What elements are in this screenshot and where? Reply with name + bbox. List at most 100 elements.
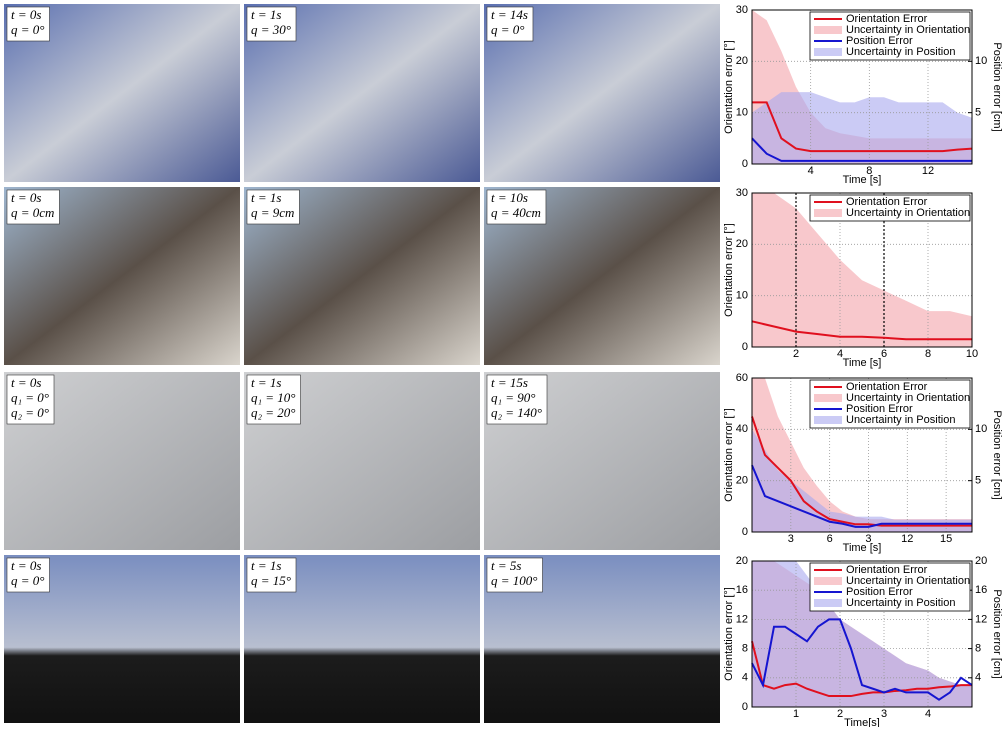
x-tick-label: 12 (901, 533, 913, 545)
y2-tick-label: 10 (975, 55, 987, 67)
x-tick-label: 8 (925, 348, 931, 360)
caption-line: q = 30° (251, 22, 291, 37)
caption-line: q₂ = 0° (11, 405, 49, 420)
figure: t = 0sq = 0°t = 1sq = 30°t = 14sq = 0°t … (0, 0, 1004, 727)
y-tick-label: 40 (736, 423, 748, 435)
y-tick-label: 20 (736, 55, 748, 67)
caption-line: t = 1s (251, 7, 281, 22)
y-tick-label: 60 (736, 372, 748, 384)
y-tick-label: 0 (742, 526, 748, 538)
legend-label: Uncertainty in Position (846, 597, 955, 609)
uncertainty-band (752, 92, 972, 164)
caption-line: t = 0s (11, 190, 41, 205)
x-tick-label: 3 (788, 533, 794, 545)
caption-line: t = 0s (11, 7, 41, 22)
caption-line: q = 15° (251, 573, 291, 588)
legend-swatch (814, 394, 842, 402)
x-axis-label: Time [s] (843, 174, 882, 186)
y-tick-label: 12 (736, 613, 748, 625)
x-tick-label: 6 (827, 533, 833, 545)
y-axis-label: Orientation error [°] (723, 223, 735, 317)
y2-tick-label: 5 (975, 107, 981, 119)
y-tick-label: 0 (742, 158, 748, 170)
y-tick-label: 20 (736, 555, 748, 567)
legend-label: Uncertainty in Orientation (846, 207, 970, 219)
caption: t = 5sq = 100° (487, 558, 542, 592)
caption-line: q = 40cm (491, 205, 541, 220)
legend-swatch (814, 26, 842, 34)
caption: t = 0sq = 0° (7, 558, 49, 592)
x-axis-label: Time [s] (843, 357, 882, 369)
y2-axis-label: Position error [cm] (991, 42, 1003, 131)
caption-line: q = 9cm (251, 205, 294, 220)
y-tick-label: 20 (736, 475, 748, 487)
legend-swatch (814, 209, 842, 217)
y2-tick-label: 8 (975, 643, 981, 655)
caption-line: t = 0s (11, 558, 41, 573)
caption: t = 1sq = 9cm (247, 190, 299, 224)
x-tick-label: 6 (881, 348, 887, 360)
caption-line: q₁ = 0° (11, 390, 49, 405)
y2-axis-label: Position error [cm] (991, 589, 1003, 678)
caption-line: t = 15s (491, 375, 528, 390)
y-tick-label: 10 (736, 107, 748, 119)
caption-line: t = 1s (251, 190, 281, 205)
x-tick-label: 3 (881, 708, 887, 720)
caption: t = 15sq₁ = 90°q₂ = 140° (487, 375, 547, 424)
x-tick-label: 15 (940, 533, 952, 545)
caption-line: q = 0cm (11, 205, 54, 220)
y-tick-label: 10 (736, 290, 748, 302)
caption-line: q₂ = 20° (251, 405, 296, 420)
y-axis-label: Orientation error [°] (723, 587, 735, 681)
y2-tick-label: 5 (975, 475, 981, 487)
y-tick-label: 16 (736, 584, 748, 596)
y2-tick-label: 4 (975, 672, 981, 684)
legend-label: Uncertainty in Position (846, 414, 955, 426)
legend-swatch (814, 577, 842, 585)
caption: t = 0sq = 0cm (7, 190, 59, 224)
x-tick-label: 12 (922, 165, 934, 177)
x-tick-label: 4 (925, 708, 931, 720)
caption-line: q = 100° (491, 573, 537, 588)
y-tick-label: 30 (736, 4, 748, 16)
y2-tick-label: 20 (975, 555, 987, 567)
caption-line: q = 0° (11, 573, 44, 588)
x-tick-label: 1 (793, 708, 799, 720)
y-tick-label: 30 (736, 187, 748, 199)
y-tick-label: 4 (742, 672, 748, 684)
x-axis-label: Time [s] (843, 542, 882, 554)
x-tick-label: 4 (808, 165, 814, 177)
legend-swatch (814, 48, 842, 56)
caption-line: q₂ = 140° (491, 405, 542, 420)
caption: t = 0sq = 0° (7, 7, 49, 41)
legend-swatch (814, 416, 842, 424)
caption-line: t = 1s (251, 375, 281, 390)
caption-line: q₁ = 10° (251, 390, 296, 405)
y-tick-label: 0 (742, 701, 748, 713)
x-axis-label: Time[s] (844, 717, 880, 727)
y2-tick-label: 16 (975, 584, 987, 596)
y2-axis-label: Position error [cm] (991, 410, 1003, 499)
caption-line: q = 0° (11, 22, 44, 37)
y-axis-label: Orientation error [°] (723, 408, 735, 502)
caption-line: q = 0° (491, 22, 524, 37)
legend-swatch (814, 599, 842, 607)
caption-line: q₁ = 90° (491, 390, 536, 405)
y-axis-label: Orientation error [°] (723, 40, 735, 134)
y-tick-label: 20 (736, 238, 748, 250)
y-tick-label: 0 (742, 341, 748, 353)
x-tick-label: 2 (837, 708, 843, 720)
y2-tick-label: 10 (975, 423, 987, 435)
caption-line: t = 5s (491, 558, 521, 573)
caption: t = 1sq = 15° (247, 558, 296, 592)
x-tick-label: 10 (966, 348, 978, 360)
x-tick-label: 2 (793, 348, 799, 360)
caption: t = 1sq = 30° (247, 7, 296, 41)
caption-line: t = 1s (251, 558, 281, 573)
caption-line: t = 10s (491, 190, 528, 205)
y2-tick-label: 12 (975, 613, 987, 625)
